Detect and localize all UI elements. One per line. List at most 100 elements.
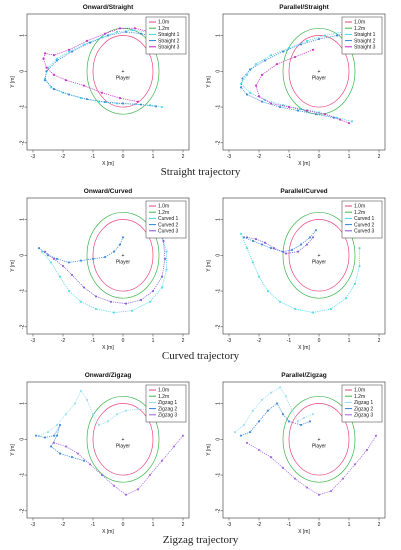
legend-box <box>145 16 187 55</box>
trajectory-point <box>151 289 155 293</box>
x-tick-label: 1 <box>152 154 155 160</box>
trajectory-point <box>269 456 273 459</box>
legend-box <box>145 200 187 239</box>
trajectory-point <box>45 66 48 69</box>
trajectory-point <box>254 84 258 87</box>
trajectory-point <box>43 250 47 253</box>
trajectory-point <box>130 309 134 312</box>
distance-circle <box>282 395 356 483</box>
x-tick-label: 0 <box>122 338 125 344</box>
trajectory-point <box>94 307 98 311</box>
y-tick-label: -1 <box>19 473 25 478</box>
x-tick-label: 2 <box>182 154 185 160</box>
trajectory-point <box>82 459 86 462</box>
trajectory-point <box>260 243 264 246</box>
x-tick-label: 2 <box>182 522 185 528</box>
caption-zigzag: Zigzag trajectory <box>162 534 239 546</box>
trajectory-point <box>278 386 282 389</box>
y-axis-label: Y [m] <box>10 76 16 88</box>
trajectory-point <box>308 236 312 239</box>
y-axis-label: Y [m] <box>206 76 212 88</box>
trajectory-line <box>53 435 184 496</box>
trajectory-line <box>44 31 157 107</box>
trajectory-point <box>43 436 47 439</box>
x-tick-label: -1 <box>91 338 96 344</box>
trajectory-point <box>103 32 107 35</box>
trajectory-point <box>251 261 255 264</box>
trajectory-point <box>160 286 164 289</box>
trajectory-point <box>353 282 357 285</box>
plot-frame <box>222 13 386 151</box>
trajectory-point <box>305 39 309 42</box>
trajectory-point <box>67 50 71 53</box>
legend-label: 1.2m <box>354 210 365 216</box>
player-marker: + <box>318 253 321 259</box>
legend-label: 1.0m <box>158 388 169 394</box>
legend-label: 1.2m <box>354 26 365 32</box>
trajectory-point <box>148 300 152 303</box>
trajectory-point <box>269 54 273 57</box>
y-axis-label: Y [m] <box>206 260 212 272</box>
x-axis-label: X [m] <box>298 345 310 351</box>
trajectory-point <box>165 250 168 253</box>
legend-label: Straight 2 <box>354 38 376 44</box>
legend-box <box>341 384 383 423</box>
legend-label: 1.0m <box>158 204 169 210</box>
trajectory-point <box>281 413 285 416</box>
trajectory-point <box>172 445 176 448</box>
trajectory-point <box>287 105 291 109</box>
trajectory-point <box>130 29 134 32</box>
trajectory-point <box>100 91 104 94</box>
trajectory-point <box>245 247 249 250</box>
distance-circle <box>288 219 350 292</box>
trajectory-point <box>374 434 378 437</box>
legend-label: Curved 1 <box>354 216 375 222</box>
x-tick-label: 1 <box>152 522 155 528</box>
trajectory-point <box>257 275 261 278</box>
player-label: Player <box>312 443 327 449</box>
plot-frame <box>222 197 386 335</box>
distance-circle <box>282 27 356 115</box>
trajectory-point <box>329 490 333 493</box>
y-tick-label: 0 <box>215 438 221 441</box>
trajectory-point <box>94 295 98 298</box>
trajectory-point <box>49 261 53 264</box>
x-tick-label: -3 <box>31 338 36 344</box>
caption-straight: Straight trajectory <box>160 166 241 178</box>
trajectory-point <box>284 395 288 398</box>
trajectory-point <box>115 30 119 33</box>
trajectory-point <box>103 100 107 104</box>
y-tick-label: 1 <box>215 34 221 37</box>
trajectory-point <box>314 229 318 232</box>
trajectory-point <box>61 264 65 268</box>
x-tick-label: 1 <box>348 522 351 528</box>
x-tick-label: -1 <box>91 522 96 528</box>
trajectory-point <box>269 391 273 394</box>
trajectory-line <box>255 49 350 124</box>
trajectory-point <box>344 297 348 300</box>
trajectory-point <box>55 57 59 60</box>
trajectory-point <box>365 448 369 452</box>
trajectory-point <box>160 459 164 462</box>
trajectory-point <box>43 52 47 55</box>
trajectory-point <box>136 407 140 410</box>
trajectory-point <box>248 68 252 71</box>
trajectory-point <box>299 423 303 427</box>
trajectory-point <box>67 93 71 96</box>
x-axis-label: X [m] <box>102 161 114 167</box>
x-tick-label: -1 <box>287 154 292 160</box>
trajectory-point <box>37 247 41 250</box>
x-tick-label: 2 <box>378 154 381 160</box>
trajectory-point <box>73 402 77 405</box>
trajectory-point <box>52 434 56 437</box>
trajectory-point <box>341 477 345 480</box>
trajectory-point <box>347 122 351 125</box>
legend-label: Curved 1 <box>158 216 179 222</box>
trajectory-point <box>139 298 143 302</box>
legend-label: 1.2m <box>158 394 169 400</box>
trajectory-point <box>121 236 125 239</box>
y-tick-label: 1 <box>19 402 25 405</box>
trajectory-point <box>245 441 249 444</box>
x-axis-label: X [m] <box>298 161 310 167</box>
x-tick-label: -3 <box>227 522 232 528</box>
